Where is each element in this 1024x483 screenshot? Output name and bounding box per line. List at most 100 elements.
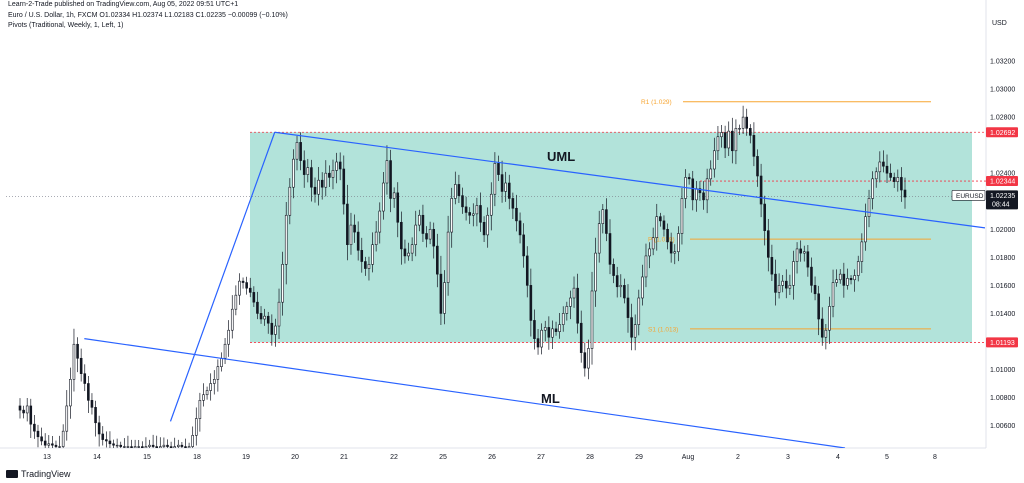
level-label-box-2 [986,337,1018,348]
level-label-2: 1.01193 [990,340,1015,347]
candle-body [65,405,69,432]
candle-body [900,177,903,191]
candle-body [230,308,234,331]
y-tick-label-1: 1.03000 [990,87,1015,94]
candle-body [83,373,87,384]
candle-body [22,409,25,414]
candle-body [266,315,270,324]
candle-body [76,343,79,359]
level-label-0: 1.02692 [990,130,1015,137]
candle-body [777,285,781,293]
candle-body [407,252,410,257]
tradingview-logo[interactable]: TradingView [6,469,71,479]
candle-body [277,301,281,327]
candle-body [885,165,889,174]
candle-body [284,214,288,265]
candle-body [813,285,817,295]
candle-body [889,172,892,178]
symbol-tag: EURUSD [956,193,984,200]
candle-body [115,444,119,447]
candle-body [410,244,414,254]
candle-body [33,423,36,432]
x-tick-label-12: 29 [635,454,643,461]
candle-body [97,422,101,435]
candle-body [626,297,630,318]
candle-body [784,280,788,289]
candle-body [533,320,536,339]
candle-body [310,167,313,188]
candle-body [335,161,338,171]
candle-body [756,156,759,177]
trendline-2 [84,338,846,448]
candle-body [587,348,590,369]
candles [18,105,907,448]
candle-body [378,210,382,233]
candle-body [565,306,569,314]
candle-body [738,128,741,130]
y-tick-label-2: 1.02800 [990,115,1015,122]
candle-body [806,251,810,268]
candle-body [878,161,882,173]
y-tick-label-10: 1.00600 [990,423,1015,430]
candle-body [40,436,43,442]
x-tick-label-6: 21 [340,454,348,461]
candle-body [691,178,695,201]
candle-body [270,322,274,335]
candle-body [731,130,734,152]
candle-body [198,400,202,419]
candle-body [551,328,554,338]
candle-body [202,394,205,401]
candle-body [763,203,766,231]
candle-body [659,216,662,222]
candle-body [61,430,65,447]
candle-body [356,231,360,251]
candle-body [69,379,72,407]
candle-body [662,220,666,230]
x-tick-label-5: 20 [291,454,299,461]
candle-body [745,116,748,129]
x-tick-label-9: 26 [488,454,496,461]
candle-body [295,142,299,160]
trendline-0 [169,132,276,422]
candle-body [615,275,619,288]
candle-body [867,198,871,217]
candle-body [159,446,162,448]
candle-body [623,285,626,299]
candle-body [119,444,123,447]
candle-body [741,116,745,129]
candle-body [723,132,727,149]
y-tick-label-5: 1.01800 [990,255,1015,262]
candle-body [349,224,353,246]
candle-body [155,446,158,448]
y-tick-label-4: 1.02000 [990,227,1015,234]
candle-body [860,241,864,262]
candle-body [212,379,216,384]
candle-body [630,317,633,338]
candle-body [489,193,493,216]
x-tick-label-1: 14 [93,454,101,461]
candle-body [180,444,184,447]
candle-body [525,255,529,286]
candle-body [493,163,497,195]
candle-body [173,446,176,448]
candle-body [400,221,403,250]
candle-body [47,443,51,446]
y-tick-label-9: 1.00800 [990,395,1015,402]
candle-body [166,444,169,447]
level-label-1: 1.02344 [990,179,1015,186]
candle-body [374,231,378,246]
candle-body [536,338,540,348]
candle-body [227,329,230,345]
candle-body [252,292,256,303]
candle-body [543,327,547,331]
candle-body [569,297,572,307]
candle-body [364,261,367,269]
candle-body [871,178,874,199]
candle-body [464,206,468,213]
x-tick-label-7: 22 [390,454,398,461]
candle-body [151,444,155,447]
candle-body [421,214,425,234]
candle-body [475,205,479,215]
candle-body [90,400,94,408]
